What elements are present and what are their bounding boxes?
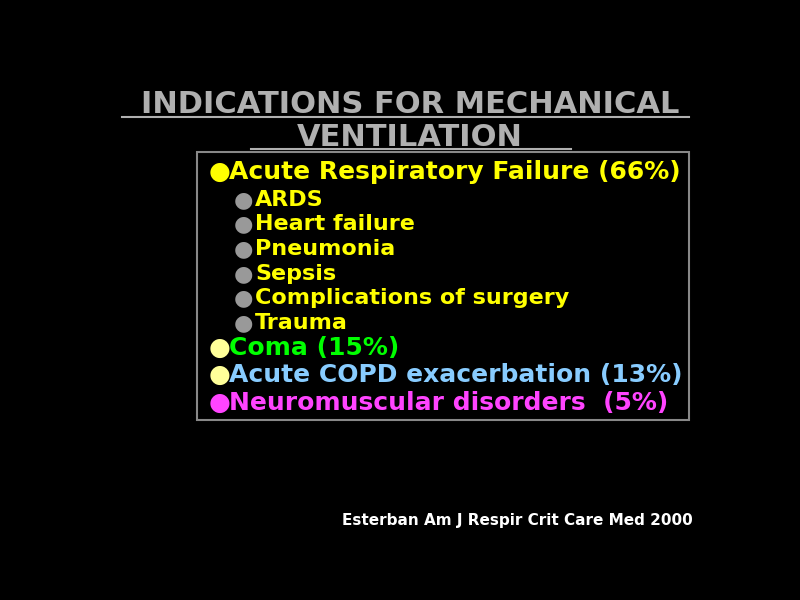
Text: ●: ●: [234, 289, 254, 308]
Text: Neuromuscular disorders  (5%): Neuromuscular disorders (5%): [230, 391, 669, 415]
Text: ●: ●: [209, 335, 230, 359]
Text: VENTILATION: VENTILATION: [297, 123, 523, 152]
Text: Acute COPD exacerbation (13%): Acute COPD exacerbation (13%): [230, 364, 683, 388]
Text: ●: ●: [234, 190, 254, 210]
Text: ●: ●: [209, 160, 230, 184]
Text: Esterban Am J Respir Crit Care Med 2000: Esterban Am J Respir Crit Care Med 2000: [342, 512, 693, 527]
FancyBboxPatch shape: [197, 152, 689, 420]
Text: Trauma: Trauma: [255, 313, 348, 333]
Text: Pneumonia: Pneumonia: [255, 239, 395, 259]
Text: ●: ●: [234, 214, 254, 235]
Text: Sepsis: Sepsis: [255, 264, 336, 284]
Text: Heart failure: Heart failure: [255, 214, 415, 235]
Text: ●: ●: [234, 313, 254, 333]
Text: Complications of surgery: Complications of surgery: [255, 289, 570, 308]
Text: ●: ●: [234, 264, 254, 284]
Text: Coma (15%): Coma (15%): [230, 335, 400, 359]
Text: ●: ●: [234, 239, 254, 259]
Text: INDICATIONS FOR MECHANICAL: INDICATIONS FOR MECHANICAL: [141, 90, 679, 119]
Text: Acute Respiratory Failure (66%): Acute Respiratory Failure (66%): [230, 160, 681, 184]
Text: ●: ●: [209, 364, 230, 388]
Text: ARDS: ARDS: [255, 190, 324, 210]
Text: ●: ●: [209, 391, 230, 415]
